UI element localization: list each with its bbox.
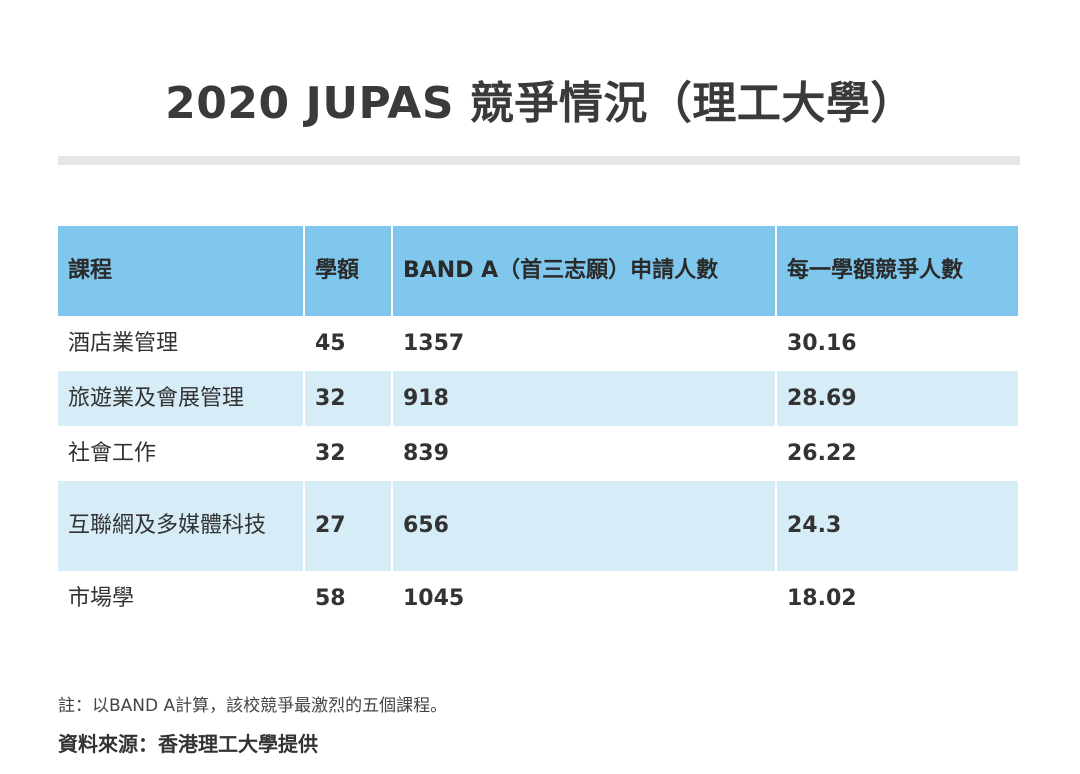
applicants-cell: 1045 [392,571,777,626]
places-cell: 27 [304,481,393,571]
places-cell: 58 [304,571,393,626]
table-row: 市場學 58 1045 18.02 [58,571,1018,626]
applicants-cell: 656 [392,481,777,571]
course-name: 市場學 [58,571,305,626]
header-applicants: BAND A（首三志願）申請人數 [392,226,777,316]
page-title: 2020 JUPAS 競爭情況（理工大學） [165,78,915,129]
applicants-cell: 1357 [392,316,777,371]
applicants-cell: 839 [392,426,777,481]
header-ratio: 每一學額競爭人數 [787,258,964,283]
ratio-cell: 24.3 [787,513,842,538]
course-name: 互聯網及多媒體科技 [58,481,305,571]
places-cell: 32 [304,371,393,426]
table-row: 旅遊業及會展管理 32 918 28.69 [58,371,1018,426]
header-course: 課程 [58,226,305,316]
course-name: 酒店業管理 [58,316,305,371]
competition-table: 課程 學額 BAND A（首三志願）申請人數 每一學額競爭人數 酒店業管理 45… [58,226,1018,626]
course-name: 社會工作 [58,426,305,481]
header-places: 學額 [304,226,393,316]
footnote: 註：以BAND A計算，該校競爭最激烈的五個課程。 [58,696,448,716]
ratio-cell: 26.22 [787,440,857,466]
table-row: 社會工作 32 839 26.22 [58,426,1018,481]
table-row: 酒店業管理 45 1357 30.16 [58,316,1018,371]
source-credit: 資料來源：香港理工大學提供 [58,732,318,756]
table-header-row: 課程 學額 BAND A（首三志願）申請人數 每一學額競爭人數 [58,226,1018,316]
ratio-cell: 30.16 [787,330,857,356]
applicants-cell: 918 [392,371,777,426]
places-cell: 45 [304,316,393,371]
places-cell: 32 [304,426,393,481]
ratio-cell: 18.02 [787,585,857,611]
ratio-cell: 28.69 [787,385,857,411]
course-name: 旅遊業及會展管理 [58,371,305,426]
table-row: 互聯網及多媒體科技 27 656 24.3 [58,481,1018,571]
title-divider [58,156,1020,165]
